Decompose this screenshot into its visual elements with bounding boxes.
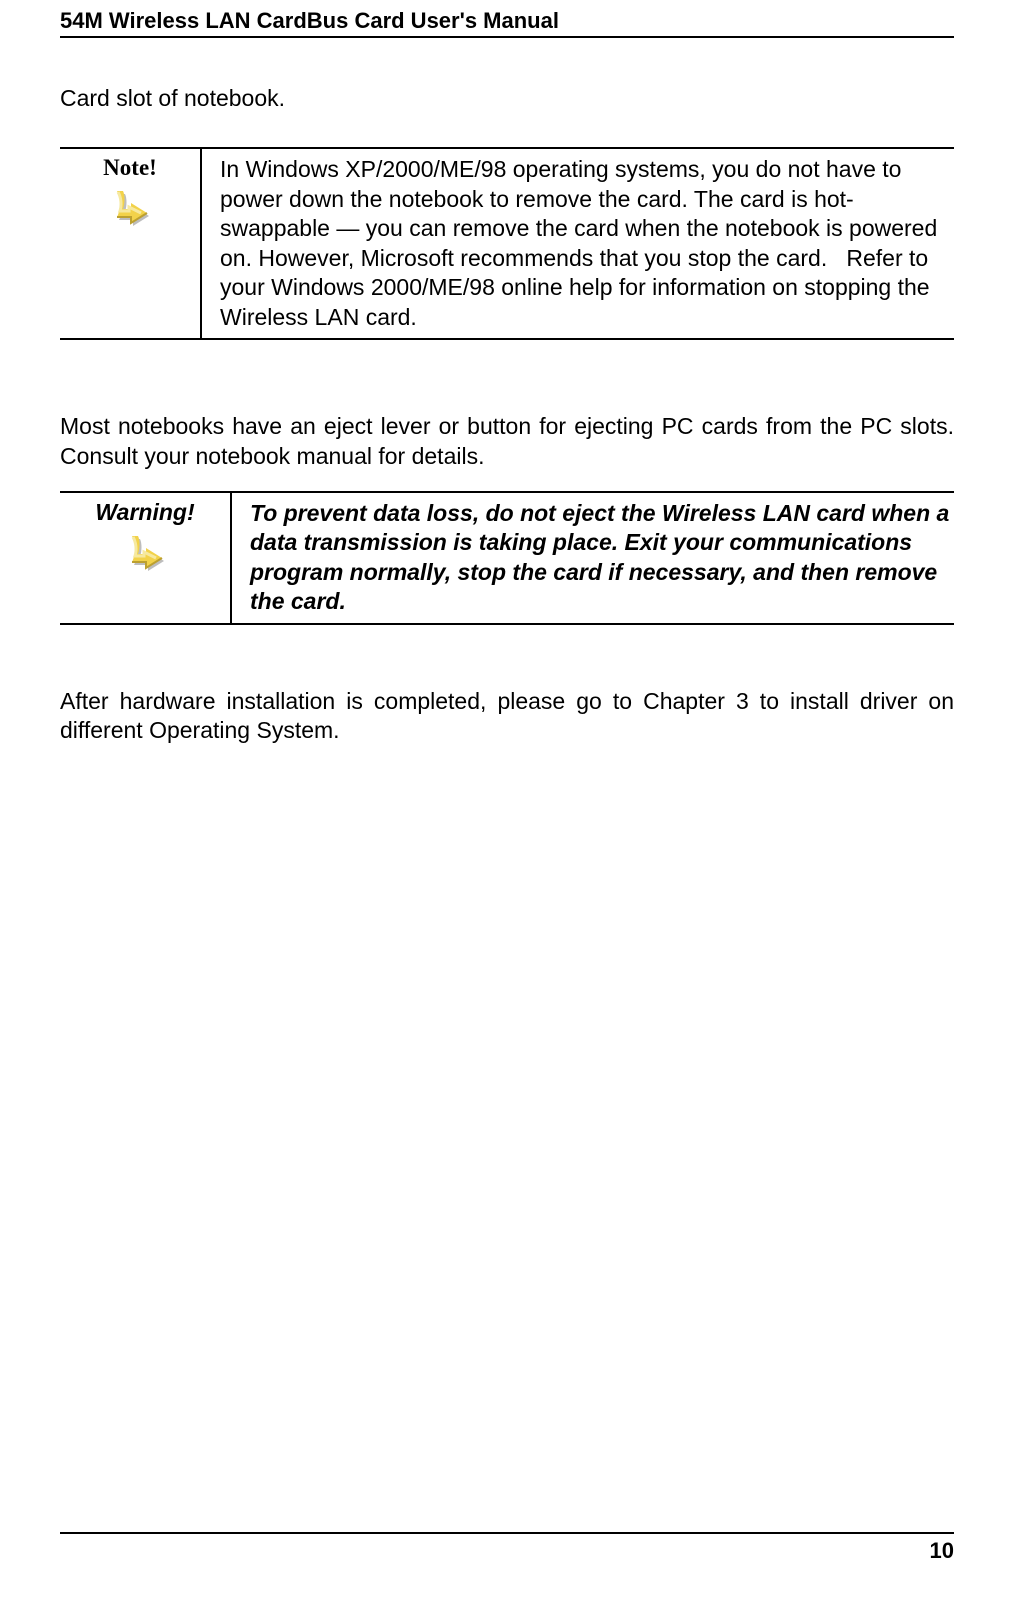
note-callout: Note! In Windows XP/2000/ME/98 operating…	[60, 147, 954, 340]
note-arrow-icon	[107, 183, 153, 229]
mid-paragraph: Most notebooks have an eject lever or bu…	[60, 412, 954, 471]
warning-callout: Warning! To prevent data loss, do not ej…	[60, 491, 954, 625]
after-paragraph: After hardware installation is completed…	[60, 687, 954, 746]
page-number: 10	[60, 1534, 954, 1564]
warning-label-col: Warning!	[60, 493, 230, 623]
page-footer: 10	[60, 1532, 954, 1564]
warning-label: Warning!	[60, 499, 230, 526]
note-body: In Windows XP/2000/ME/98 operating syste…	[210, 149, 954, 338]
warning-arrow-icon	[122, 528, 168, 574]
manual-title: 54M Wireless LAN CardBus Card User's Man…	[60, 0, 954, 36]
intro-fragment: Card slot of notebook.	[60, 84, 954, 113]
note-label: Note!	[60, 155, 200, 181]
warning-vrule	[230, 493, 232, 623]
note-vrule	[200, 149, 202, 338]
note-label-col: Note!	[60, 149, 200, 338]
warning-body: To prevent data loss, do not eject the W…	[240, 493, 954, 623]
